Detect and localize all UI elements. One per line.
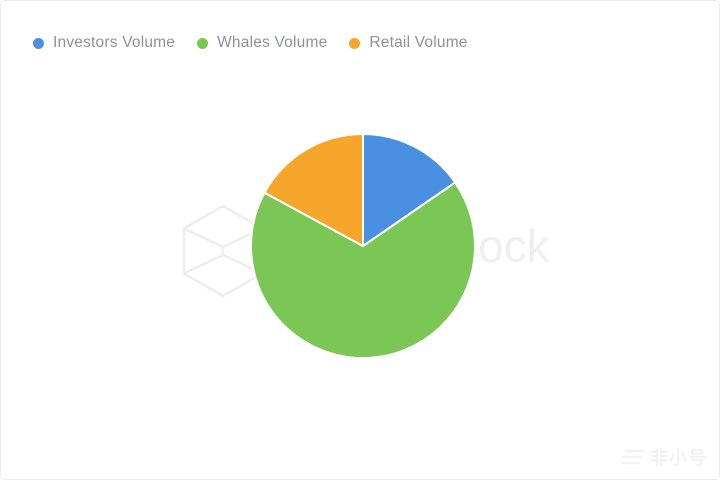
pie-slice-investors-volume[interactable]	[362, 133, 457, 247]
legend-item-investors-volume[interactable]: Investors Volume	[33, 34, 175, 52]
legend-dot-icon	[197, 37, 209, 49]
pie-slices	[250, 133, 476, 360]
legend-dot-icon	[33, 37, 44, 49]
legend-label: Investors Volume	[53, 34, 176, 51]
legend-item-retail-volume[interactable]: Retail Volume	[349, 34, 467, 52]
watermark-text: ock	[478, 220, 551, 272]
legend-item-whales-volume[interactable]: Whales Volume	[197, 34, 327, 52]
pie-slice-whales-volume[interactable]	[250, 181, 476, 360]
legend-dot-icon	[349, 37, 361, 49]
legend-label: Retail Volume	[369, 34, 468, 51]
chart-legend: Investors Volume Whales Volume Retail Vo…	[33, 34, 468, 52]
pie-slice-retail-volume[interactable]	[263, 133, 364, 247]
legend-label: Whales Volume	[217, 34, 328, 51]
